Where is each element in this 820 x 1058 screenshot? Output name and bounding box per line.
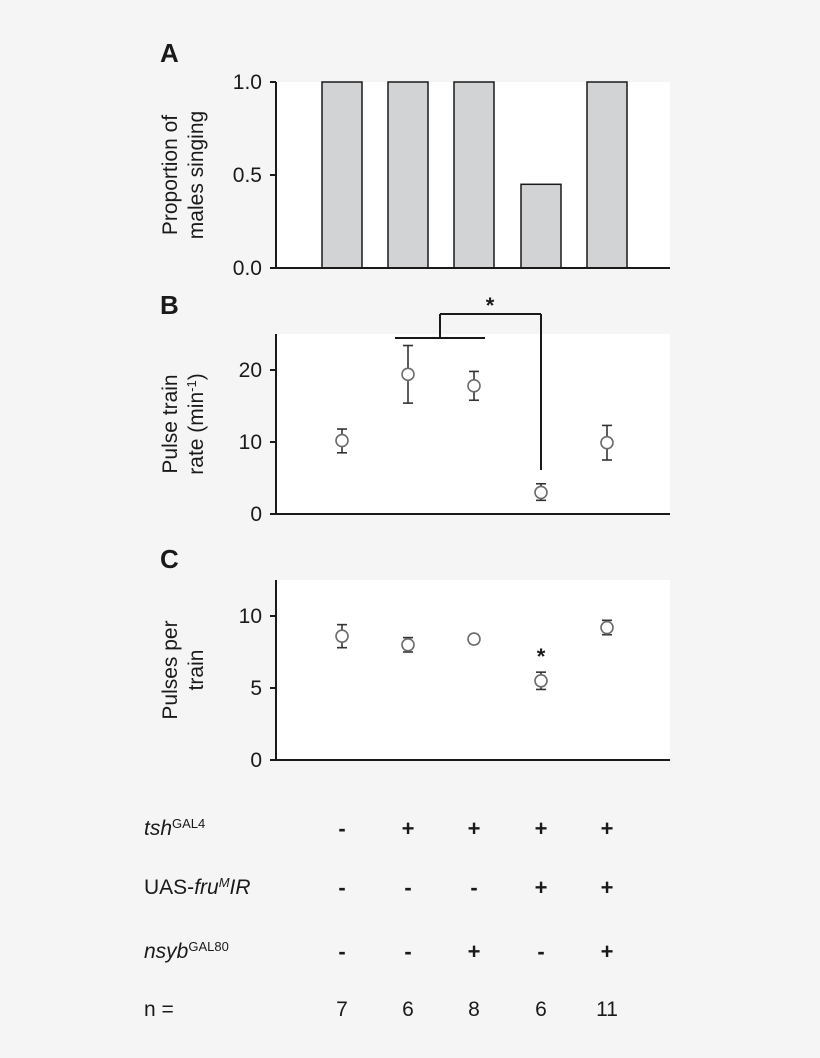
genotype-sign: +: [468, 816, 481, 841]
genotype-table: tshGAL4 - + + + + UAS-fruMIR - - - + + nsybGAL80 - - + -…: [144, 816, 618, 1022]
y-axis-title-line: Pulse train: [159, 374, 182, 473]
panel-letter-c: C: [160, 544, 179, 574]
genotype-row-label: UAS-fruMIR: [144, 875, 251, 900]
n-value: 8: [468, 998, 480, 1021]
data-point: [335, 428, 349, 454]
y-tick-label: 10: [239, 431, 262, 454]
point-marker: [534, 673, 548, 688]
points-b: [335, 344, 614, 502]
data-point: [534, 482, 548, 502]
point-marker: [467, 379, 481, 393]
y-tick-label: 10: [239, 605, 262, 628]
y-tick-label: 5: [250, 677, 262, 700]
data-point: [335, 623, 349, 649]
point-marker: [335, 433, 349, 448]
genotype-sign: -: [537, 939, 544, 964]
y-axis-title-c: Pulses per train: [159, 620, 208, 719]
significance-star-b: *: [486, 293, 495, 318]
data-point: [467, 632, 481, 646]
data-point: [467, 370, 481, 402]
genotype-row-label: nsybGAL80: [144, 939, 229, 964]
genotype-sign: +: [535, 816, 548, 841]
panel-letter-a: A: [160, 38, 179, 68]
genotype-sign: -: [338, 875, 345, 900]
data-point: [401, 636, 415, 653]
y-tick-label: 0: [250, 749, 262, 772]
point-marker: [467, 632, 481, 646]
genotype-sign: -: [470, 875, 477, 900]
y-tick-label: 0.0: [233, 257, 262, 280]
genotype-sign: +: [535, 875, 548, 900]
point-marker: [335, 629, 349, 643]
y-tick-label: 1.0: [233, 71, 262, 94]
genotype-row-label: tshGAL4: [144, 816, 205, 841]
y-tick-label: 0.5: [233, 164, 262, 187]
n-value: 11: [596, 998, 618, 1021]
significance-star-c: *: [537, 644, 546, 669]
data-point: [600, 619, 614, 636]
y-axis-title-line: Proportion of: [159, 115, 182, 235]
data-point: [600, 424, 614, 461]
point-marker: [600, 435, 614, 450]
significance-bracket-b: [395, 313, 542, 470]
bar: [520, 183, 562, 269]
y-tick-label: 20: [239, 359, 262, 382]
point-marker: [401, 367, 415, 382]
y-ticks-a: 0.0 0.5 1.0: [233, 71, 276, 280]
bar: [453, 81, 495, 269]
point-marker: [534, 485, 548, 500]
genotype-sign: -: [338, 816, 345, 841]
y-axis-title-line: males singing: [185, 111, 208, 239]
genotype-sign: +: [601, 816, 614, 841]
genotype-sign: +: [468, 939, 481, 964]
n-label: n =: [144, 998, 174, 1021]
points-c: [335, 619, 614, 691]
bar: [387, 81, 429, 269]
y-ticks-b: 0 10 20: [239, 359, 276, 526]
genotype-sign: +: [601, 939, 614, 964]
genotype-sign: +: [402, 816, 415, 841]
bars-a: [321, 81, 628, 269]
n-value: 6: [402, 998, 414, 1021]
panel-letter-b: B: [160, 290, 179, 320]
data-point: [401, 344, 415, 404]
panel-c: C Pulses per train 0 5 10 *: [159, 544, 670, 772]
genotype-sign: +: [601, 875, 614, 900]
n-value: 6: [535, 998, 547, 1021]
n-value: 7: [336, 998, 348, 1021]
genotype-sign: -: [338, 939, 345, 964]
y-axis-title-a: Proportion of males singing: [159, 111, 208, 239]
genotype-sign: -: [404, 875, 411, 900]
panel-a: A Proportion of males singing 0.0 0.5 1.0: [159, 38, 670, 280]
bar: [586, 81, 628, 269]
y-tick-label: 0: [250, 503, 262, 526]
point-marker: [401, 637, 415, 652]
data-point: [534, 671, 548, 691]
y-axis-title-line: train: [185, 650, 208, 691]
point-marker: [600, 620, 614, 635]
bar: [321, 81, 363, 269]
y-axis-title-line: Pulses per: [159, 620, 182, 719]
genotype-sign: -: [404, 939, 411, 964]
